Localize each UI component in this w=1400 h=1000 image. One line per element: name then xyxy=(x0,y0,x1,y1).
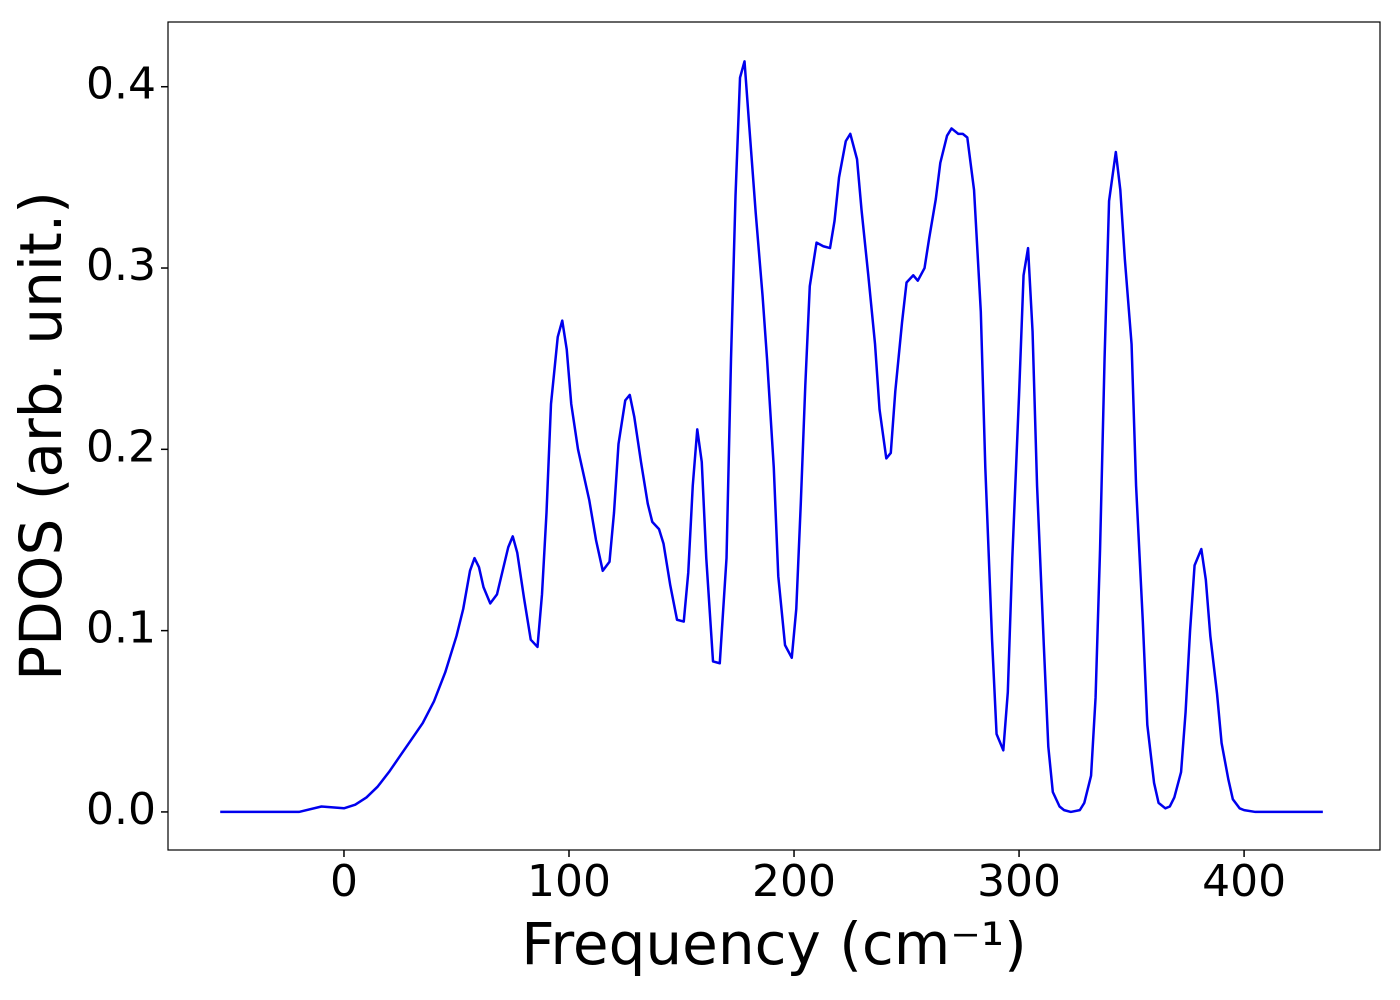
x-axis-label: Frequency (cm⁻¹) xyxy=(521,910,1027,978)
y-tick-label: 0.4 xyxy=(86,59,156,110)
y-axis-label: PDOS (arb. unit.) xyxy=(7,191,75,681)
x-tick-label: 200 xyxy=(752,856,836,907)
x-tick-label: 0 xyxy=(330,856,358,907)
line-series xyxy=(220,60,1323,814)
y-tick-label: 0.2 xyxy=(86,421,156,472)
x-tick-label: 400 xyxy=(1202,856,1286,907)
plot-frame xyxy=(167,21,1381,851)
y-tick-label: 0.0 xyxy=(86,784,156,835)
y-tick-label: 0.3 xyxy=(86,240,156,291)
x-tick-label: 300 xyxy=(977,856,1061,907)
x-tick-label: 100 xyxy=(527,856,611,907)
y-tick-label: 0.1 xyxy=(86,603,156,654)
